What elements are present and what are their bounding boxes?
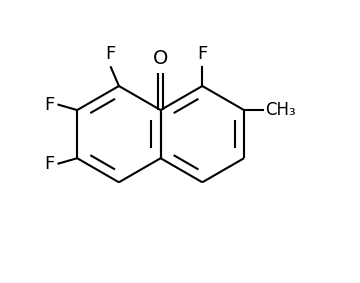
- Text: F: F: [197, 45, 207, 63]
- Text: CH₃: CH₃: [265, 101, 296, 119]
- Text: F: F: [44, 96, 54, 114]
- Text: F: F: [105, 45, 115, 63]
- Text: F: F: [44, 155, 54, 173]
- Text: O: O: [153, 49, 168, 68]
